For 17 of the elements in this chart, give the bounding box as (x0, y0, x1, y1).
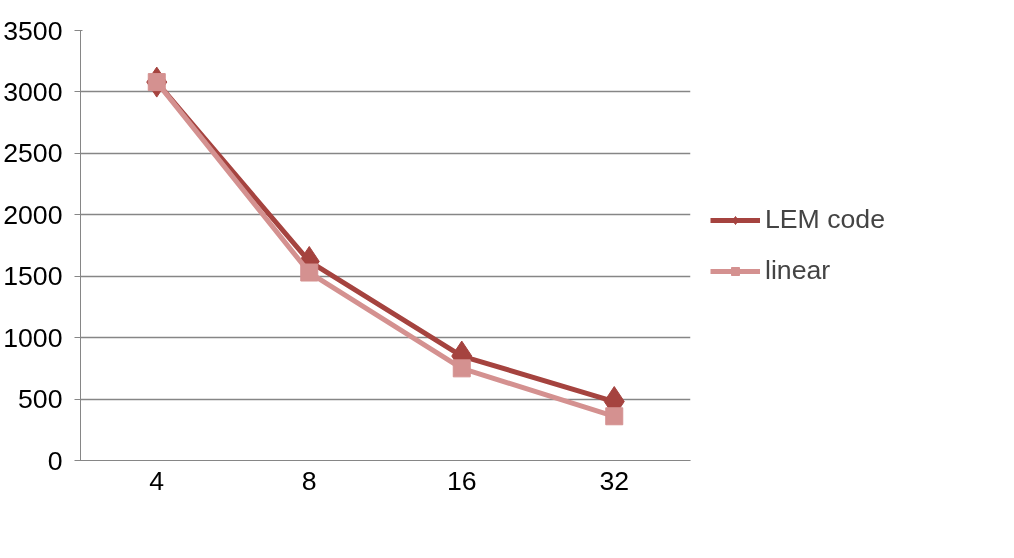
y-tick-label: 1000 (3, 322, 63, 353)
y-tick-label: 2500 (3, 138, 63, 169)
x-tick-label: 8 (301, 465, 317, 496)
y-tick-label: 1500 (3, 261, 63, 292)
x-tick-label: 4 (149, 465, 165, 496)
y-tick-label: 3000 (3, 76, 63, 107)
x-tick-label: 16 (446, 465, 477, 496)
point (452, 359, 471, 378)
y-tick-label: 3500 (3, 15, 63, 46)
legend-label: linear (765, 255, 831, 286)
point (300, 263, 319, 282)
legend-label: LEM code (765, 204, 886, 235)
y-tick-label: 0 (47, 445, 63, 476)
point (605, 407, 624, 426)
x-tick-label: 32 (599, 465, 630, 496)
y-tick-label: 2000 (3, 199, 63, 230)
y-tick-label: 500 (18, 384, 63, 415)
